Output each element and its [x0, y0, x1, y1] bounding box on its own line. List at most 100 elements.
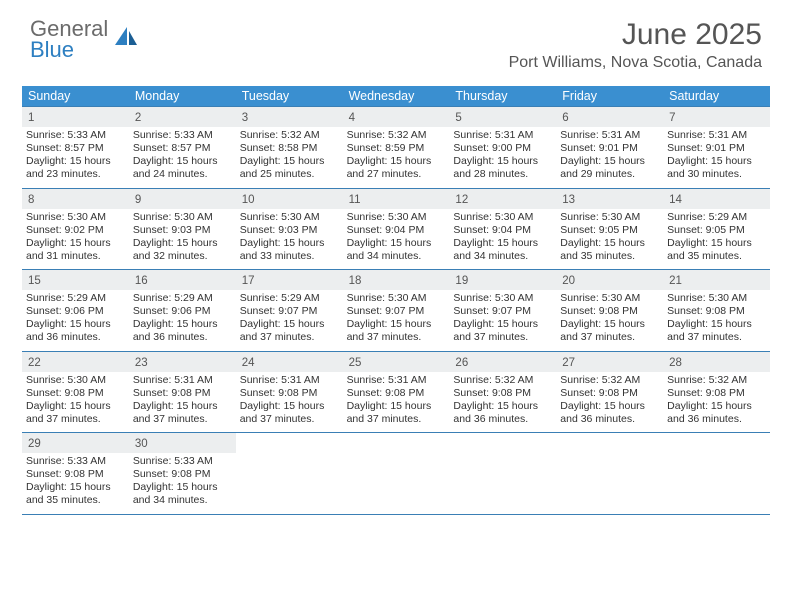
sunrise-line: Sunrise: 5:30 AM — [667, 292, 766, 305]
day-number-row: 8 — [22, 189, 129, 209]
weekday-header: Wednesday — [343, 86, 450, 106]
day-number: 10 — [242, 194, 255, 206]
sunrise-line: Sunrise: 5:32 AM — [560, 374, 659, 387]
day-cell: 10Sunrise: 5:30 AMSunset: 9:03 PMDayligh… — [236, 189, 343, 270]
day-number: 26 — [455, 357, 468, 369]
day-number-row: 25 — [343, 352, 450, 372]
daylight-line: Daylight: 15 hours and 35 minutes. — [26, 481, 125, 507]
daylight-line: Daylight: 15 hours and 36 minutes. — [133, 318, 232, 344]
day-cell — [556, 433, 663, 514]
sunrise-line: Sunrise: 5:32 AM — [667, 374, 766, 387]
daylight-line: Daylight: 15 hours and 36 minutes. — [667, 400, 766, 426]
weekday-header: Saturday — [663, 86, 770, 106]
weekday-header: Thursday — [449, 86, 556, 106]
day-cell — [449, 433, 556, 514]
day-number: 7 — [669, 112, 675, 124]
sunrise-line: Sunrise: 5:31 AM — [347, 374, 446, 387]
sunrise-line: Sunrise: 5:29 AM — [667, 211, 766, 224]
daylight-line: Daylight: 15 hours and 36 minutes. — [26, 318, 125, 344]
sunset-line: Sunset: 9:03 PM — [133, 224, 232, 237]
sunset-line: Sunset: 9:07 PM — [453, 305, 552, 318]
day-cell: 29Sunrise: 5:33 AMSunset: 9:08 PMDayligh… — [22, 433, 129, 514]
sunset-line: Sunset: 9:05 PM — [560, 224, 659, 237]
day-number: 22 — [28, 357, 41, 369]
day-number: 1 — [28, 112, 34, 124]
day-cell: 4Sunrise: 5:32 AMSunset: 8:59 PMDaylight… — [343, 107, 450, 188]
sunset-line: Sunset: 9:08 PM — [560, 387, 659, 400]
sunrise-line: Sunrise: 5:30 AM — [453, 292, 552, 305]
page-header: General Blue June 2025 Port Williams, No… — [0, 0, 792, 78]
sunrise-line: Sunrise: 5:30 AM — [240, 211, 339, 224]
day-number-row: 21 — [663, 270, 770, 290]
day-number: 20 — [562, 275, 575, 287]
day-number-row: 13 — [556, 189, 663, 209]
day-cell: 11Sunrise: 5:30 AMSunset: 9:04 PMDayligh… — [343, 189, 450, 270]
week-row: 8Sunrise: 5:30 AMSunset: 9:02 PMDaylight… — [22, 188, 770, 270]
sunrise-line: Sunrise: 5:30 AM — [560, 211, 659, 224]
day-number-row: 17 — [236, 270, 343, 290]
day-cell: 26Sunrise: 5:32 AMSunset: 9:08 PMDayligh… — [449, 352, 556, 433]
sunrise-line: Sunrise: 5:32 AM — [453, 374, 552, 387]
month-title: June 2025 — [509, 18, 762, 52]
daylight-line: Daylight: 15 hours and 34 minutes. — [453, 237, 552, 263]
daylight-line: Daylight: 15 hours and 37 minutes. — [133, 400, 232, 426]
daylight-line: Daylight: 15 hours and 37 minutes. — [453, 318, 552, 344]
sunrise-line: Sunrise: 5:32 AM — [347, 129, 446, 142]
daylight-line: Daylight: 15 hours and 25 minutes. — [240, 155, 339, 181]
day-number-row: 23 — [129, 352, 236, 372]
day-number-row: 2 — [129, 107, 236, 127]
day-number: 15 — [28, 275, 41, 287]
daylight-line: Daylight: 15 hours and 36 minutes. — [453, 400, 552, 426]
day-number: 3 — [242, 112, 248, 124]
daylight-line: Daylight: 15 hours and 34 minutes. — [347, 237, 446, 263]
sail-icon — [113, 25, 139, 54]
sunrise-line: Sunrise: 5:32 AM — [240, 129, 339, 142]
day-number-row: 4 — [343, 107, 450, 127]
sunset-line: Sunset: 9:06 PM — [133, 305, 232, 318]
day-cell: 15Sunrise: 5:29 AMSunset: 9:06 PMDayligh… — [22, 270, 129, 351]
day-number-row: 20 — [556, 270, 663, 290]
day-number-row: 12 — [449, 189, 556, 209]
week-row: 15Sunrise: 5:29 AMSunset: 9:06 PMDayligh… — [22, 269, 770, 351]
day-cell: 27Sunrise: 5:32 AMSunset: 9:08 PMDayligh… — [556, 352, 663, 433]
day-number: 24 — [242, 357, 255, 369]
day-cell: 30Sunrise: 5:33 AMSunset: 9:08 PMDayligh… — [129, 433, 236, 514]
title-block: June 2025 Port Williams, Nova Scotia, Ca… — [509, 18, 762, 72]
day-number: 6 — [562, 112, 568, 124]
day-cell: 1Sunrise: 5:33 AMSunset: 8:57 PMDaylight… — [22, 107, 129, 188]
location-subtitle: Port Williams, Nova Scotia, Canada — [509, 54, 762, 72]
sunset-line: Sunset: 9:01 PM — [560, 142, 659, 155]
sunrise-line: Sunrise: 5:33 AM — [133, 129, 232, 142]
day-number-row: 14 — [663, 189, 770, 209]
sunrise-line: Sunrise: 5:33 AM — [26, 455, 125, 468]
day-number-row: 6 — [556, 107, 663, 127]
daylight-line: Daylight: 15 hours and 27 minutes. — [347, 155, 446, 181]
sunrise-line: Sunrise: 5:30 AM — [26, 211, 125, 224]
day-number: 17 — [242, 275, 255, 287]
sunset-line: Sunset: 9:08 PM — [133, 468, 232, 481]
daylight-line: Daylight: 15 hours and 35 minutes. — [560, 237, 659, 263]
day-number-row: 15 — [22, 270, 129, 290]
day-cell: 12 Sunrise: 5:30 AMSunset: 9:04 PMDayligh… — [449, 189, 556, 270]
sunset-line: Sunset: 9:02 PM — [26, 224, 125, 237]
day-cell: 18Sunrise: 5:30 AMSunset: 9:07 PMDayligh… — [343, 270, 450, 351]
brand-logo: General Blue — [30, 18, 139, 61]
day-number-row: 19 — [449, 270, 556, 290]
day-cell: 22Sunrise: 5:30 AMSunset: 9:08 PMDayligh… — [22, 352, 129, 433]
sunrise-line: Sunrise: 5:30 AM — [453, 211, 552, 224]
sunset-line: Sunset: 9:07 PM — [240, 305, 339, 318]
daylight-line: Daylight: 15 hours and 37 minutes. — [240, 318, 339, 344]
sunset-line: Sunset: 9:04 PM — [453, 224, 552, 237]
daylight-line: Daylight: 15 hours and 37 minutes. — [347, 318, 446, 344]
day-cell: 19 Sunrise: 5:30 AMSunset: 9:07 PMDayligh… — [449, 270, 556, 351]
daylight-line: Daylight: 15 hours and 30 minutes. — [667, 155, 766, 181]
sunrise-line: Sunrise: 5:29 AM — [240, 292, 339, 305]
sunrise-line: Sunrise: 5:30 AM — [560, 292, 659, 305]
sunset-line: Sunset: 9:03 PM — [240, 224, 339, 237]
daylight-line: Daylight: 15 hours and 35 minutes. — [667, 237, 766, 263]
day-number-row: 10 — [236, 189, 343, 209]
day-cell: 28Sunrise: 5:32 AMSunset: 9:08 PMDayligh… — [663, 352, 770, 433]
day-number-row: 26 — [449, 352, 556, 372]
sunset-line: Sunset: 9:08 PM — [667, 387, 766, 400]
day-cell: 8Sunrise: 5:30 AMSunset: 9:02 PMDaylight… — [22, 189, 129, 270]
